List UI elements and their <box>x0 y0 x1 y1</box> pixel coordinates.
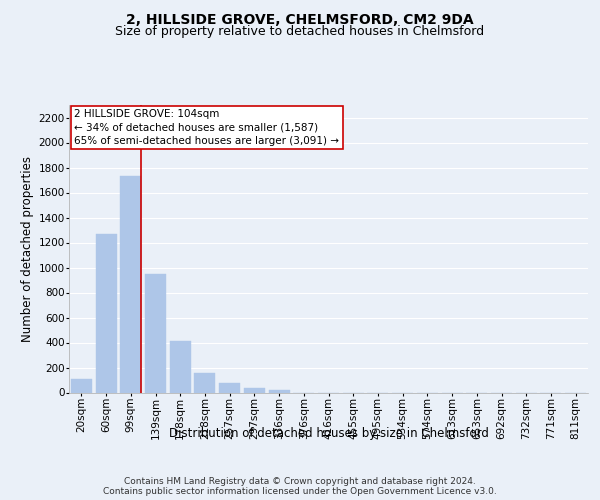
Bar <box>170 341 191 392</box>
Bar <box>95 234 116 392</box>
Bar <box>71 379 92 392</box>
Text: Distribution of detached houses by size in Chelmsford: Distribution of detached houses by size … <box>169 428 489 440</box>
Text: Size of property relative to detached houses in Chelmsford: Size of property relative to detached ho… <box>115 25 485 38</box>
Bar <box>269 390 290 392</box>
Bar <box>244 388 265 392</box>
Bar <box>145 274 166 392</box>
Bar <box>219 383 240 392</box>
Text: 2 HILLSIDE GROVE: 104sqm
← 34% of detached houses are smaller (1,587)
65% of sem: 2 HILLSIDE GROVE: 104sqm ← 34% of detach… <box>74 110 339 146</box>
Text: Contains HM Land Registry data © Crown copyright and database right 2024.
Contai: Contains HM Land Registry data © Crown c… <box>103 476 497 496</box>
Bar <box>194 373 215 392</box>
Bar <box>120 176 141 392</box>
Text: 2, HILLSIDE GROVE, CHELMSFORD, CM2 9DA: 2, HILLSIDE GROVE, CHELMSFORD, CM2 9DA <box>126 12 474 26</box>
Y-axis label: Number of detached properties: Number of detached properties <box>22 156 34 342</box>
